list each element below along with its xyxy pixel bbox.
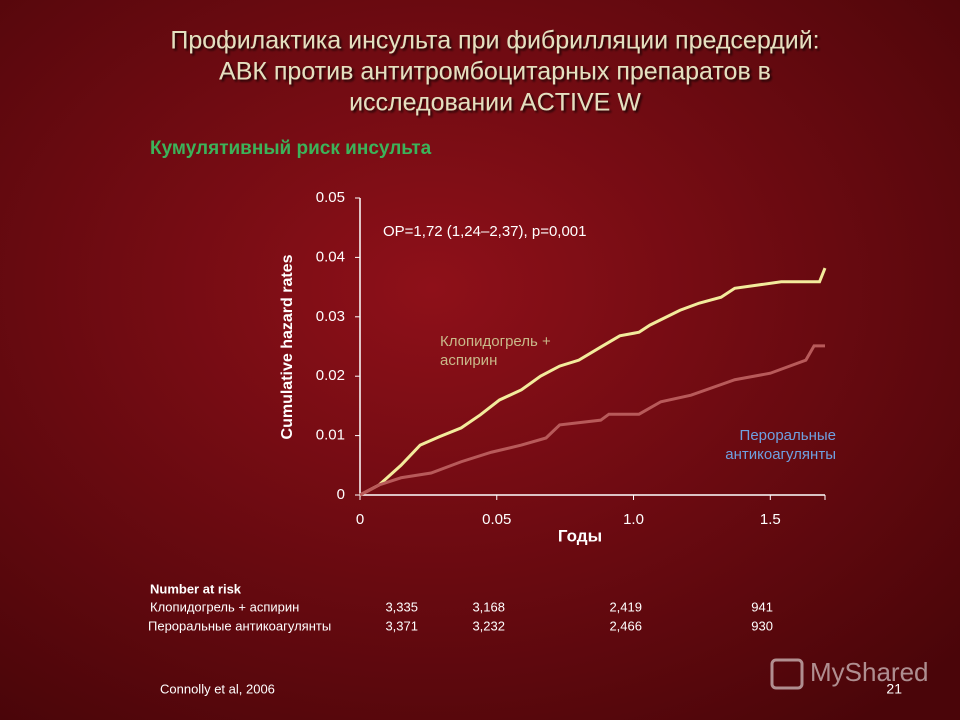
risk-value: 2,466 bbox=[609, 618, 642, 633]
risk-value: 941 bbox=[751, 599, 773, 614]
risk-value: 3,371 bbox=[385, 618, 418, 633]
y-tick-label: 0.05 bbox=[316, 189, 345, 206]
risk-value: 3,335 bbox=[385, 599, 418, 614]
page-number: 21 bbox=[886, 681, 902, 697]
x-axis-label: Годы bbox=[558, 526, 602, 545]
series-label: Клопидогрель + аспирин bbox=[440, 333, 551, 369]
risk-row-label: Клопидогрель + аспирин bbox=[150, 599, 299, 614]
title-line: Профилактика инсульта при фибрилляции пр… bbox=[170, 27, 819, 55]
risk-value: 3,168 bbox=[472, 599, 505, 614]
y-axis-label: Cumulative hazard rates bbox=[279, 254, 296, 439]
y-tick-label: 0 bbox=[337, 486, 345, 503]
x-tick-label: 0.05 bbox=[482, 511, 511, 528]
title-line: АВК против антитромбоцитарных препаратов… bbox=[219, 58, 771, 86]
watermark: MyShared bbox=[810, 657, 929, 687]
risk-value: 2,419 bbox=[609, 599, 642, 614]
title-line: исследовании ACTIVE W bbox=[349, 89, 641, 117]
series-line bbox=[359, 267, 827, 497]
x-tick-label: 1.5 bbox=[760, 511, 781, 528]
annotation: ОР=1,72 (1,24–2,37), p=0,001 bbox=[383, 223, 587, 240]
y-tick-label: 0.02 bbox=[316, 367, 345, 384]
x-tick-label: 0 bbox=[356, 511, 364, 528]
citation: Connolly et al, 2006 bbox=[160, 681, 275, 696]
series-label-box: Пероральные антикоагулянты bbox=[725, 427, 836, 463]
risk-row-label: Пероральные антикоагулянты bbox=[148, 618, 331, 633]
series-line bbox=[359, 344, 825, 497]
risk-header: Number at risk bbox=[150, 581, 242, 596]
risk-value: 3,232 bbox=[472, 618, 505, 633]
watermark-icon bbox=[770, 658, 804, 690]
risk-value: 930 bbox=[751, 618, 773, 633]
series-label: Пероральные антикоагулянты bbox=[725, 427, 836, 463]
y-tick-label: 0.03 bbox=[316, 308, 345, 325]
x-tick-label: 1.0 bbox=[623, 511, 644, 528]
series-label-box: Клопидогрель + аспирин bbox=[440, 333, 551, 369]
y-tick-label: 0.04 bbox=[316, 248, 345, 265]
chart-title: Кумулятивный риск инсульта bbox=[150, 138, 432, 159]
y-tick-label: 0.01 bbox=[316, 427, 345, 444]
